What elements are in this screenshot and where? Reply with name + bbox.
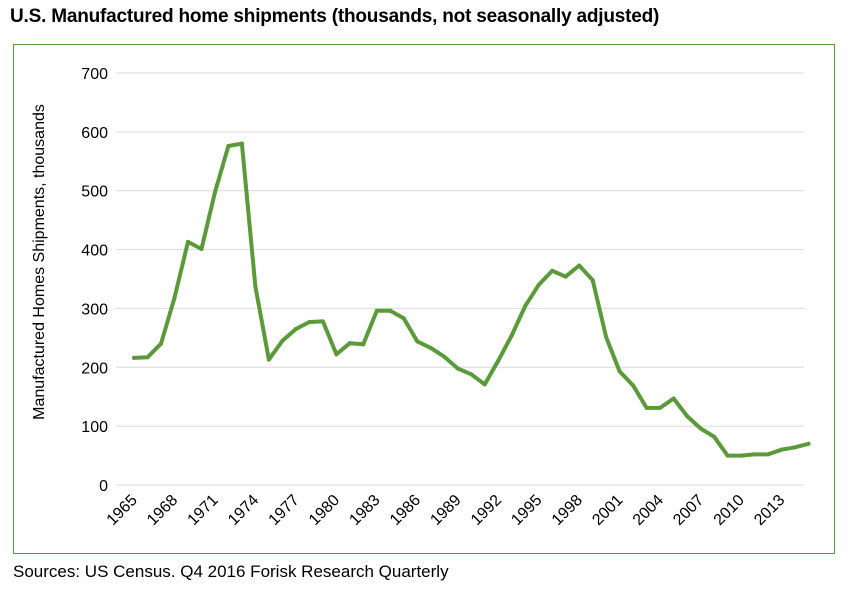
x-axis-ticks: 1965 1968 1971 1974 1977 1980 1983 1986 1989 1992… — [104, 492, 789, 529]
data-point-1985 — [401, 316, 406, 321]
x-tick-label: 1995 — [508, 492, 545, 529]
data-point-1977 — [293, 327, 298, 332]
data-point-1997 — [563, 274, 568, 279]
data-point-1971 — [212, 190, 217, 195]
data-point-1968 — [172, 295, 177, 300]
y-tick-label: 700 — [81, 66, 108, 83]
gridlines — [116, 72, 804, 486]
data-point-1990 — [469, 372, 474, 377]
chart-title: U.S. Manufactured home shipments (thousa… — [10, 6, 660, 27]
data-point-2008 — [712, 434, 717, 439]
data-point-1991 — [482, 382, 487, 387]
data-point-2015 — [806, 441, 811, 446]
y-tick-label: 200 — [81, 360, 108, 377]
data-point-1995 — [536, 282, 541, 287]
data-point-2011 — [752, 452, 757, 457]
data-point-2001 — [617, 369, 622, 374]
data-point-2010 — [739, 453, 744, 458]
data-point-1978 — [307, 319, 312, 324]
data-point-1965 — [132, 355, 136, 360]
y-tick-label: 300 — [81, 301, 108, 318]
data-point-1981 — [347, 341, 352, 346]
data-point-1984 — [388, 308, 393, 313]
data-point-1993 — [509, 333, 514, 338]
x-tick-label: 1971 — [185, 492, 222, 529]
x-tick-label: 1977 — [266, 492, 303, 529]
series-group — [132, 141, 811, 458]
data-point-1996 — [550, 268, 555, 273]
data-point-2009 — [725, 453, 730, 458]
x-tick-label: 2013 — [751, 492, 788, 529]
chart-frame — [13, 44, 835, 554]
x-tick-label: 2004 — [630, 492, 667, 529]
data-point-1979 — [320, 319, 325, 324]
data-point-2002 — [631, 383, 636, 388]
data-point-1975 — [266, 357, 271, 362]
data-point-1974 — [253, 284, 258, 289]
data-point-1973 — [239, 141, 244, 146]
y-tick-label: 500 — [81, 184, 108, 201]
data-point-2006 — [685, 414, 690, 419]
x-tick-label: 1974 — [225, 492, 262, 529]
data-point-2014 — [793, 445, 798, 450]
x-tick-label: 1989 — [427, 492, 464, 529]
x-tick-label: 1986 — [387, 492, 424, 529]
data-point-1986 — [415, 339, 420, 344]
data-point-1992 — [496, 358, 501, 363]
data-point-2013 — [779, 447, 784, 452]
x-tick-label: 1980 — [306, 492, 343, 529]
data-point-1998 — [577, 263, 582, 268]
data-point-1999 — [590, 278, 595, 283]
data-point-1994 — [523, 304, 528, 309]
data-point-1987 — [428, 345, 433, 350]
data-point-2007 — [698, 426, 703, 431]
x-tick-label: 2010 — [711, 492, 748, 529]
data-point-1982 — [361, 342, 366, 347]
x-tick-label: 2001 — [589, 492, 626, 529]
x-tick-label: 2007 — [670, 492, 707, 529]
data-point-1989 — [455, 366, 460, 371]
y-tick-label: 400 — [81, 243, 108, 260]
source-note: Sources: US Census. Q4 2016 Forisk Resea… — [13, 562, 449, 581]
y-axis-label: Manufactured Homes Shipments, thousands — [31, 104, 48, 420]
x-tick-label: 1998 — [549, 492, 586, 529]
y-axis-ticks: 0 100 200 300 400 500 600 700 — [81, 66, 108, 495]
data-point-2005 — [671, 396, 676, 401]
data-point-1967 — [158, 341, 163, 346]
y-tick-label: 0 — [99, 478, 108, 495]
data-point-2000 — [604, 335, 609, 340]
data-point-1972 — [226, 143, 231, 148]
data-point-2003 — [644, 405, 649, 410]
data-point-1970 — [199, 246, 204, 251]
data-point-1983 — [374, 308, 379, 313]
y-tick-label: 100 — [81, 419, 108, 436]
data-point-1980 — [334, 352, 339, 357]
data-point-1966 — [145, 355, 150, 360]
data-point-2004 — [658, 405, 663, 410]
x-tick-label: 1968 — [144, 492, 181, 529]
x-tick-label: 1983 — [346, 492, 383, 529]
data-point-1969 — [185, 239, 190, 244]
data-point-1988 — [442, 354, 447, 359]
x-tick-label: 1992 — [468, 492, 505, 529]
x-tick-label: 1965 — [104, 492, 141, 529]
data-point-1976 — [280, 338, 285, 343]
y-tick-label: 600 — [81, 125, 108, 142]
data-point-2012 — [766, 452, 771, 457]
